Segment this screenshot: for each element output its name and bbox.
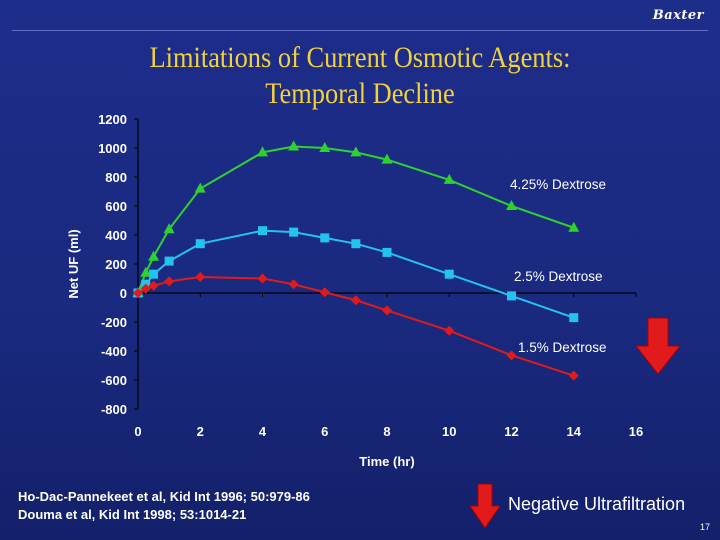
- data-point-triangle: [257, 146, 268, 157]
- data-point-square: [289, 227, 299, 237]
- x-tick-label: 4: [259, 424, 267, 439]
- data-point-diamond: [148, 280, 159, 291]
- data-point-square: [382, 247, 392, 257]
- y-tick-label: 1200: [98, 112, 127, 127]
- data-point-triangle: [506, 200, 517, 210]
- title-line-2: Temporal Decline: [265, 77, 455, 110]
- references: Ho-Dac-Pannekeet et al, Kid Int 1996; 50…: [18, 488, 310, 524]
- x-tick-label: 8: [383, 424, 390, 439]
- chart-labels: 4.25% Dextrose 2.5% Dextrose 1.5% Dextrose: [510, 177, 607, 355]
- page-number: 17: [699, 522, 710, 532]
- x-tick-label: 6: [321, 424, 328, 439]
- x-tick-label: 2: [197, 424, 204, 439]
- data-point-diamond: [319, 287, 330, 298]
- header-divider: [12, 30, 708, 31]
- y-tick-label: -400: [101, 344, 127, 359]
- data-point-triangle: [163, 223, 175, 234]
- data-point-diamond: [140, 283, 151, 294]
- data-point-square: [569, 313, 579, 323]
- series-label: 4.25% Dextrose: [510, 177, 606, 192]
- data-point-diamond: [568, 370, 579, 381]
- data-point-diamond: [506, 350, 517, 361]
- negative-uf-label: Negative Ultrafiltration: [508, 494, 686, 514]
- y-tick-label: 200: [105, 257, 127, 272]
- y-tick-label: -200: [101, 315, 127, 330]
- red-down-arrow-icon: [470, 484, 500, 528]
- red-down-arrow-icon: [636, 318, 680, 374]
- x-tick-label: 12: [504, 424, 518, 439]
- data-point-square: [149, 269, 159, 279]
- title-line-1: Limitations of Current Osmotic Agents:: [149, 41, 571, 74]
- data-point-triangle: [568, 221, 580, 232]
- slide-title: Limitations of Current Osmotic Agents: T…: [0, 40, 720, 112]
- y-axis-title: Net UF (ml): [66, 229, 81, 298]
- data-point-square: [507, 291, 516, 301]
- chart-axes: 1200 1000 800 600 400 200 0 -200 -400 -600 -800 0 2 4…: [66, 112, 643, 469]
- data-point-square: [195, 239, 205, 249]
- x-tick-label: 14: [567, 424, 582, 439]
- data-point-square: [351, 239, 361, 249]
- y-tick-label: 0: [120, 286, 127, 301]
- series-label: 1.5% Dextrose: [518, 340, 607, 355]
- data-point-diamond: [195, 272, 206, 283]
- data-point-diamond: [382, 305, 392, 316]
- data-point-triangle: [350, 146, 362, 157]
- data-point-diamond: [444, 325, 455, 336]
- data-point-triangle: [194, 182, 206, 193]
- data-point-triangle: [140, 266, 152, 277]
- data-point-triangle: [288, 140, 300, 151]
- reference-2: Douma et al, Kid Int 1998; 53:1014-21: [18, 507, 247, 522]
- data-point-triangle: [319, 142, 331, 152]
- y-tick-label: -800: [101, 402, 127, 417]
- data-point-diamond: [133, 288, 143, 298]
- data-point-triangle: [443, 173, 455, 184]
- y-tick-label: -600: [101, 373, 127, 388]
- data-point-square: [164, 256, 174, 266]
- data-point-diamond: [257, 273, 268, 284]
- series-line: [137, 145, 575, 294]
- y-tick-label: 400: [105, 228, 127, 243]
- chart-series: [132, 140, 580, 381]
- y-tick-label: 1000: [98, 141, 127, 156]
- y-tick-label: 800: [105, 170, 127, 185]
- data-point-diamond: [164, 276, 175, 287]
- brand-logo: Baxter: [652, 8, 704, 23]
- x-tick-label: 0: [134, 424, 141, 439]
- data-point-triangle: [381, 153, 393, 164]
- data-point-diamond: [288, 279, 299, 290]
- x-axis-title: Time (hr): [359, 454, 414, 469]
- x-tick-label: 16: [629, 424, 643, 439]
- data-point-diamond: [350, 295, 361, 306]
- data-point-square: [258, 226, 267, 236]
- data-point-square: [444, 269, 454, 279]
- data-point-triangle: [148, 250, 160, 261]
- x-tick-label: 10: [442, 424, 456, 439]
- data-point-square: [320, 233, 330, 243]
- series-label: 2.5% Dextrose: [514, 269, 603, 284]
- y-tick-label: 600: [105, 199, 127, 214]
- reference-1: Ho-Dac-Pannekeet et al, Kid Int 1996; 50…: [18, 489, 310, 504]
